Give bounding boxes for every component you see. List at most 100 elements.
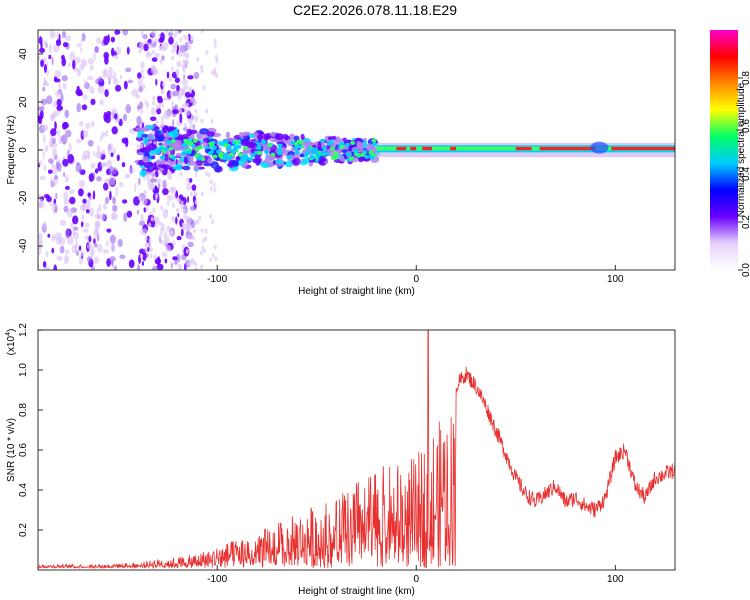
noise-blob xyxy=(39,47,45,54)
noise-blob xyxy=(144,235,148,241)
noise-blob xyxy=(79,120,84,127)
noise-blob xyxy=(172,90,180,97)
noise-blob xyxy=(205,108,209,114)
noise-blob xyxy=(86,256,92,262)
band-highlight xyxy=(223,152,229,157)
noise-blob xyxy=(92,247,95,256)
noise-blob xyxy=(63,171,66,178)
noise-blob xyxy=(117,238,123,248)
noise-blob xyxy=(176,207,180,213)
noise-blob xyxy=(150,178,157,183)
noise-blob xyxy=(150,116,157,122)
noise-blob xyxy=(215,72,219,78)
noise-blob xyxy=(38,115,43,125)
band-highlight xyxy=(349,156,355,161)
band-highlight xyxy=(264,150,270,155)
noise-blob xyxy=(171,216,174,222)
band-highlight xyxy=(330,155,336,160)
noise-blob xyxy=(54,70,62,78)
band-highlight xyxy=(270,152,276,157)
noise-blob xyxy=(49,113,57,119)
noise-blob xyxy=(209,186,213,192)
noise-blob xyxy=(155,119,159,125)
noise-blob xyxy=(53,264,57,270)
noise-blob xyxy=(163,110,171,120)
noise-blob xyxy=(97,85,105,94)
noise-blob xyxy=(178,51,183,57)
band-highlight xyxy=(158,146,164,151)
noise-blob xyxy=(155,78,158,86)
noise-blob xyxy=(67,62,72,68)
band-highlight xyxy=(286,155,292,160)
noise-blob xyxy=(80,58,88,68)
noise-blob xyxy=(205,171,209,177)
noise-blob xyxy=(172,119,175,127)
band-highlight xyxy=(182,143,188,148)
band-highlight xyxy=(320,138,325,143)
band-highlight xyxy=(276,147,282,152)
noise-blob xyxy=(56,129,61,136)
noise-blob xyxy=(61,54,65,60)
noise-blob xyxy=(66,255,69,264)
noise-blob xyxy=(90,98,96,106)
noise-blob xyxy=(144,100,148,105)
noise-blob xyxy=(183,122,187,128)
noise-blob xyxy=(182,84,189,90)
noise-blob xyxy=(187,234,194,240)
noise-blob xyxy=(165,244,172,252)
band-blob xyxy=(147,133,154,140)
colorbar-tick-label: 0.6 xyxy=(741,119,750,133)
band-highlight xyxy=(192,138,198,143)
noise-blob xyxy=(160,44,164,50)
noise-blob xyxy=(40,240,43,245)
noise-blob xyxy=(143,43,149,52)
noise-blob xyxy=(137,105,141,110)
band-highlight xyxy=(212,154,218,159)
band-blob xyxy=(152,165,158,170)
band-highlight xyxy=(256,145,262,150)
noise-blob xyxy=(51,56,54,66)
band-blob xyxy=(195,159,204,166)
noise-blob xyxy=(48,43,52,54)
noise-blob xyxy=(109,256,116,262)
noise-blob xyxy=(98,203,102,213)
noise-blob xyxy=(66,236,74,245)
noise-blob xyxy=(42,261,47,268)
band-highlight xyxy=(236,144,242,149)
noise-blob xyxy=(177,263,183,270)
band-blob xyxy=(321,157,327,162)
noise-blob xyxy=(161,252,168,258)
noise-blob xyxy=(170,30,174,34)
band-blob xyxy=(225,131,230,139)
noise-blob xyxy=(109,243,116,252)
noise-blob xyxy=(176,60,182,68)
noise-blob xyxy=(140,69,144,75)
noise-blob xyxy=(155,194,158,200)
bottom-plot-frame xyxy=(37,329,676,571)
noise-blob xyxy=(103,182,109,191)
noise-blob xyxy=(78,245,82,251)
noise-blob xyxy=(45,250,49,258)
tone-band-red xyxy=(422,146,433,151)
noise-blob xyxy=(114,30,121,35)
band-blob xyxy=(164,154,169,162)
noise-blob xyxy=(43,134,46,144)
noise-blob xyxy=(151,38,155,44)
noise-blob xyxy=(159,32,165,42)
noise-blob xyxy=(105,240,109,247)
noise-blob xyxy=(46,95,53,105)
noise-blob xyxy=(157,97,164,104)
band-highlight xyxy=(227,155,233,160)
noise-blob xyxy=(69,51,76,62)
tone-band-red xyxy=(515,146,532,151)
noise-blob xyxy=(108,143,114,149)
band-highlight xyxy=(330,146,336,151)
band-highlight xyxy=(313,150,319,155)
noise-blob xyxy=(54,175,59,180)
noise-blob xyxy=(115,84,122,92)
noise-blob xyxy=(160,239,164,245)
noise-blob xyxy=(189,98,193,103)
band-highlight xyxy=(346,152,352,157)
noise-blob xyxy=(38,106,42,111)
noise-blob xyxy=(80,250,85,257)
